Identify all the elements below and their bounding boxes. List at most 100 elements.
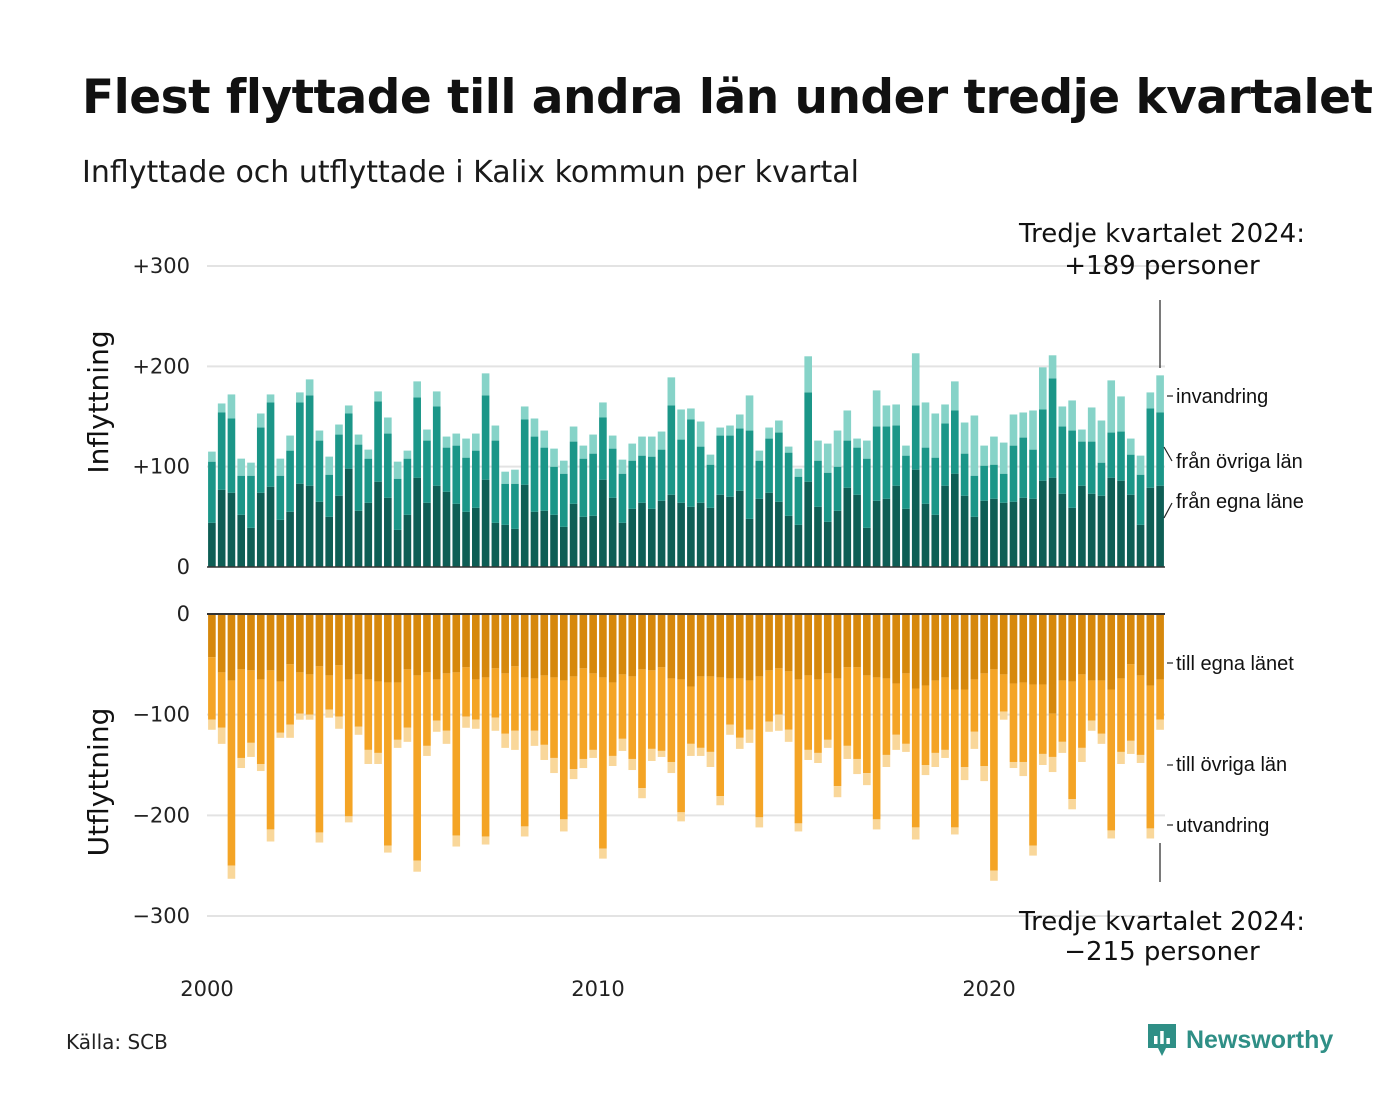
bar-segment-out-2 [1126,740,1135,754]
bar-segment-in-2 [1156,375,1164,413]
bar-segment-in-2 [227,394,236,419]
bar-segment-in-0 [579,516,588,567]
bar-segment-out-2 [863,773,871,786]
bar-segment-out-1 [843,667,852,746]
bar-segment-out-0 [1038,614,1047,685]
bar-segment-out-2 [530,730,539,746]
bar-segment-out-0 [843,614,852,668]
axis-layer: 0 +100 +200 +300 0 −100 −200 −300 2000 2010 2020 [132,254,1165,1001]
bar-segment-in-1 [911,405,920,470]
bar-segment-in-2 [1078,429,1086,442]
bar-segment-out-2 [511,730,519,750]
bar-segment-out-1 [872,677,881,820]
bar-segment-out-2 [775,714,783,731]
bar-segment-in-0 [990,498,998,567]
bar-segment-out-0 [628,614,637,677]
bar-segment-in-2 [481,373,490,396]
bar-segment-out-2 [472,719,480,729]
bar-segment-out-2 [706,751,715,768]
bar-segment-in-2 [305,379,314,396]
bar-segment-out-0 [579,614,588,669]
bar-segment-in-1 [726,435,734,497]
bar-segment-out-2 [677,812,685,822]
bar-segment-in-2 [735,414,744,429]
bar-segment-in-0 [823,521,832,567]
bar-segment-out-0 [413,614,421,676]
bar-segment-out-1 [921,685,930,765]
bar-segment-in-1 [921,447,930,504]
bar-segment-out-0 [208,614,216,658]
bar-segment-out-0 [374,614,382,682]
bar-segment-in-1 [559,473,568,527]
bar-segment-out-1 [599,677,607,849]
bar-segment-out-2 [325,709,333,718]
bar-segment-out-0 [980,614,988,674]
bar-segment-out-1 [677,679,685,813]
bar-segment-in-0 [970,516,979,567]
bar-segment-in-1 [305,395,314,486]
bar-segment-in-1 [520,419,529,485]
bar-segment-out-0 [882,614,891,679]
bar-segment-in-2 [540,430,549,448]
bar-segment-out-2 [315,832,324,843]
bar-segment-out-0 [296,614,304,673]
bar-segment-in-0 [1058,493,1067,567]
bar-segment-in-2 [237,458,246,476]
bar-segment-out-0 [755,614,764,677]
bar-segment-in-1 [335,434,343,496]
bar-segment-in-1 [1117,431,1125,481]
bar-segment-in-0 [647,508,656,567]
bar-segment-out-2 [716,796,725,806]
bar-segment-out-0 [520,614,529,678]
bar-segment-out-2 [638,788,646,799]
bar-segment-out-1 [276,681,285,733]
bar-segment-out-0 [1048,614,1057,714]
bar-segment-in-0 [755,498,764,567]
bar-segment-in-1 [481,395,490,480]
bar-segment-in-2 [1136,455,1145,475]
bar-segment-in-0 [227,492,236,567]
bar-segment-out-0 [276,614,285,682]
bar-segment-out-1 [481,677,490,837]
bar-segment-out-2 [843,745,852,759]
bar-segment-in-0 [1156,485,1164,567]
bar-segment-in-2 [608,435,617,449]
bar-segment-in-0 [1146,487,1155,567]
bar-segment-in-1 [1078,441,1086,486]
bar-segment-out-1 [501,673,509,734]
bars-layer [208,353,1164,881]
bar-segment-in-2 [1009,414,1018,446]
bar-segment-in-1 [227,418,236,493]
bar-segment-out-0 [775,614,783,669]
bar-segment-in-2 [325,456,333,475]
bar-segment-in-1 [579,458,588,517]
bar-segment-in-2 [579,445,588,459]
bar-segment-in-1 [902,455,910,509]
bar-segment-out-2 [608,755,617,767]
bar-segment-out-0 [941,614,949,678]
bar-segment-out-1 [1156,679,1164,720]
bar-segment-in-0 [237,514,246,567]
bar-segment-in-1 [530,436,539,512]
bar-segment-in-1 [804,392,812,482]
bar-segment-in-1 [735,428,744,491]
bar-segment-out-2 [599,848,607,859]
bar-segment-in-2 [286,435,294,451]
bar-segment-out-2 [481,836,490,845]
bar-segment-out-1 [217,672,226,728]
bar-segment-in-2 [990,436,998,465]
bar-segment-out-1 [550,677,558,758]
bar-segment-in-2 [1146,392,1155,409]
bar-segment-out-0 [1097,614,1106,681]
bar-segment-in-2 [472,433,480,451]
bar-segment-out-0 [902,614,910,674]
bar-segment-in-0 [208,522,216,567]
bar-segment-out-1 [628,676,637,759]
bar-segment-in-1 [784,452,793,516]
bar-segment-in-1 [833,466,842,511]
bar-segment-in-2 [256,413,265,428]
bar-segment-out-0 [1068,614,1076,682]
bar-segment-in-2 [266,394,275,403]
brand-logo: Newsworthy [1146,1022,1333,1058]
bar-segment-in-2 [559,460,568,474]
